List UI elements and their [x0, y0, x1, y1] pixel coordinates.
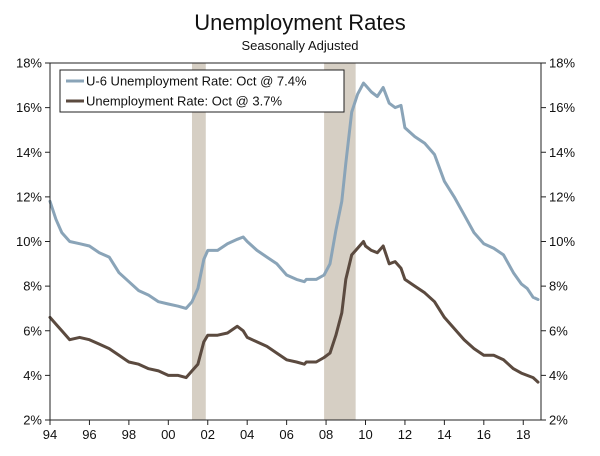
recession-band-1	[191, 63, 206, 420]
y-tick-label-right: 14%	[549, 145, 575, 160]
x-tick-label: 94	[43, 427, 57, 442]
y-tick-label-right: 16%	[549, 100, 575, 115]
series-lines	[48, 81, 540, 384]
x-tick-label: 18	[516, 427, 530, 442]
y-tick-label-right: 8%	[549, 279, 568, 294]
x-tick-label: 98	[122, 427, 136, 442]
y-tick-label-left: 14%	[16, 145, 42, 160]
legend: U-6 Unemployment Rate: Oct @ 7.4% Unemplo…	[59, 69, 345, 113]
y-tick-label-right: 6%	[549, 323, 568, 338]
x-tick-label: 00	[161, 427, 175, 442]
x-tick-label: 16	[477, 427, 491, 442]
y-tick-label-right: 4%	[549, 368, 568, 383]
y-tick-label-left: 8%	[23, 279, 42, 294]
x-tick-label: 04	[240, 427, 254, 442]
chart-title: Unemployment Rates	[194, 10, 406, 35]
y-tick-label-left: 16%	[16, 100, 42, 115]
y-tick-label-left: 18%	[16, 56, 42, 71]
x-tick-label: 10	[358, 427, 372, 442]
y-tick-label-left: 6%	[23, 323, 42, 338]
y-tick-label-right: 12%	[549, 189, 575, 204]
y-tick-label-left: 4%	[23, 368, 42, 383]
x-tick-label: 14	[437, 427, 451, 442]
y-tick-label-left: 12%	[16, 189, 42, 204]
chart-subtitle: Seasonally Adjusted	[241, 38, 359, 53]
recession-bands	[191, 63, 356, 420]
legend-label-2: Unemployment Rate: Oct @ 3.7%	[86, 94, 282, 109]
x-tick-label: 02	[201, 427, 215, 442]
series-line-2	[48, 240, 540, 384]
axis-ticks: 2% 2% 4% 4% 6% 6% 8% 8% 10% 10% 12% 12% 14% 14% 16% 16%…	[16, 56, 575, 443]
x-tick-label: 06	[279, 427, 293, 442]
x-tick-label: 96	[82, 427, 96, 442]
y-tick-label-left: 2%	[23, 413, 42, 428]
x-tick-label: 08	[319, 427, 333, 442]
legend-box	[59, 69, 345, 113]
x-tick-label: 12	[398, 427, 412, 442]
y-tick-label-left: 10%	[16, 234, 42, 249]
series-line-1	[48, 81, 540, 310]
legend-label-1: U-6 Unemployment Rate: Oct @ 7.4%	[86, 74, 307, 89]
y-tick-label-right: 10%	[549, 234, 575, 249]
y-tick-label-right: 2%	[549, 413, 568, 428]
plot-frame	[49, 62, 542, 421]
y-tick-label-right: 18%	[549, 56, 575, 71]
